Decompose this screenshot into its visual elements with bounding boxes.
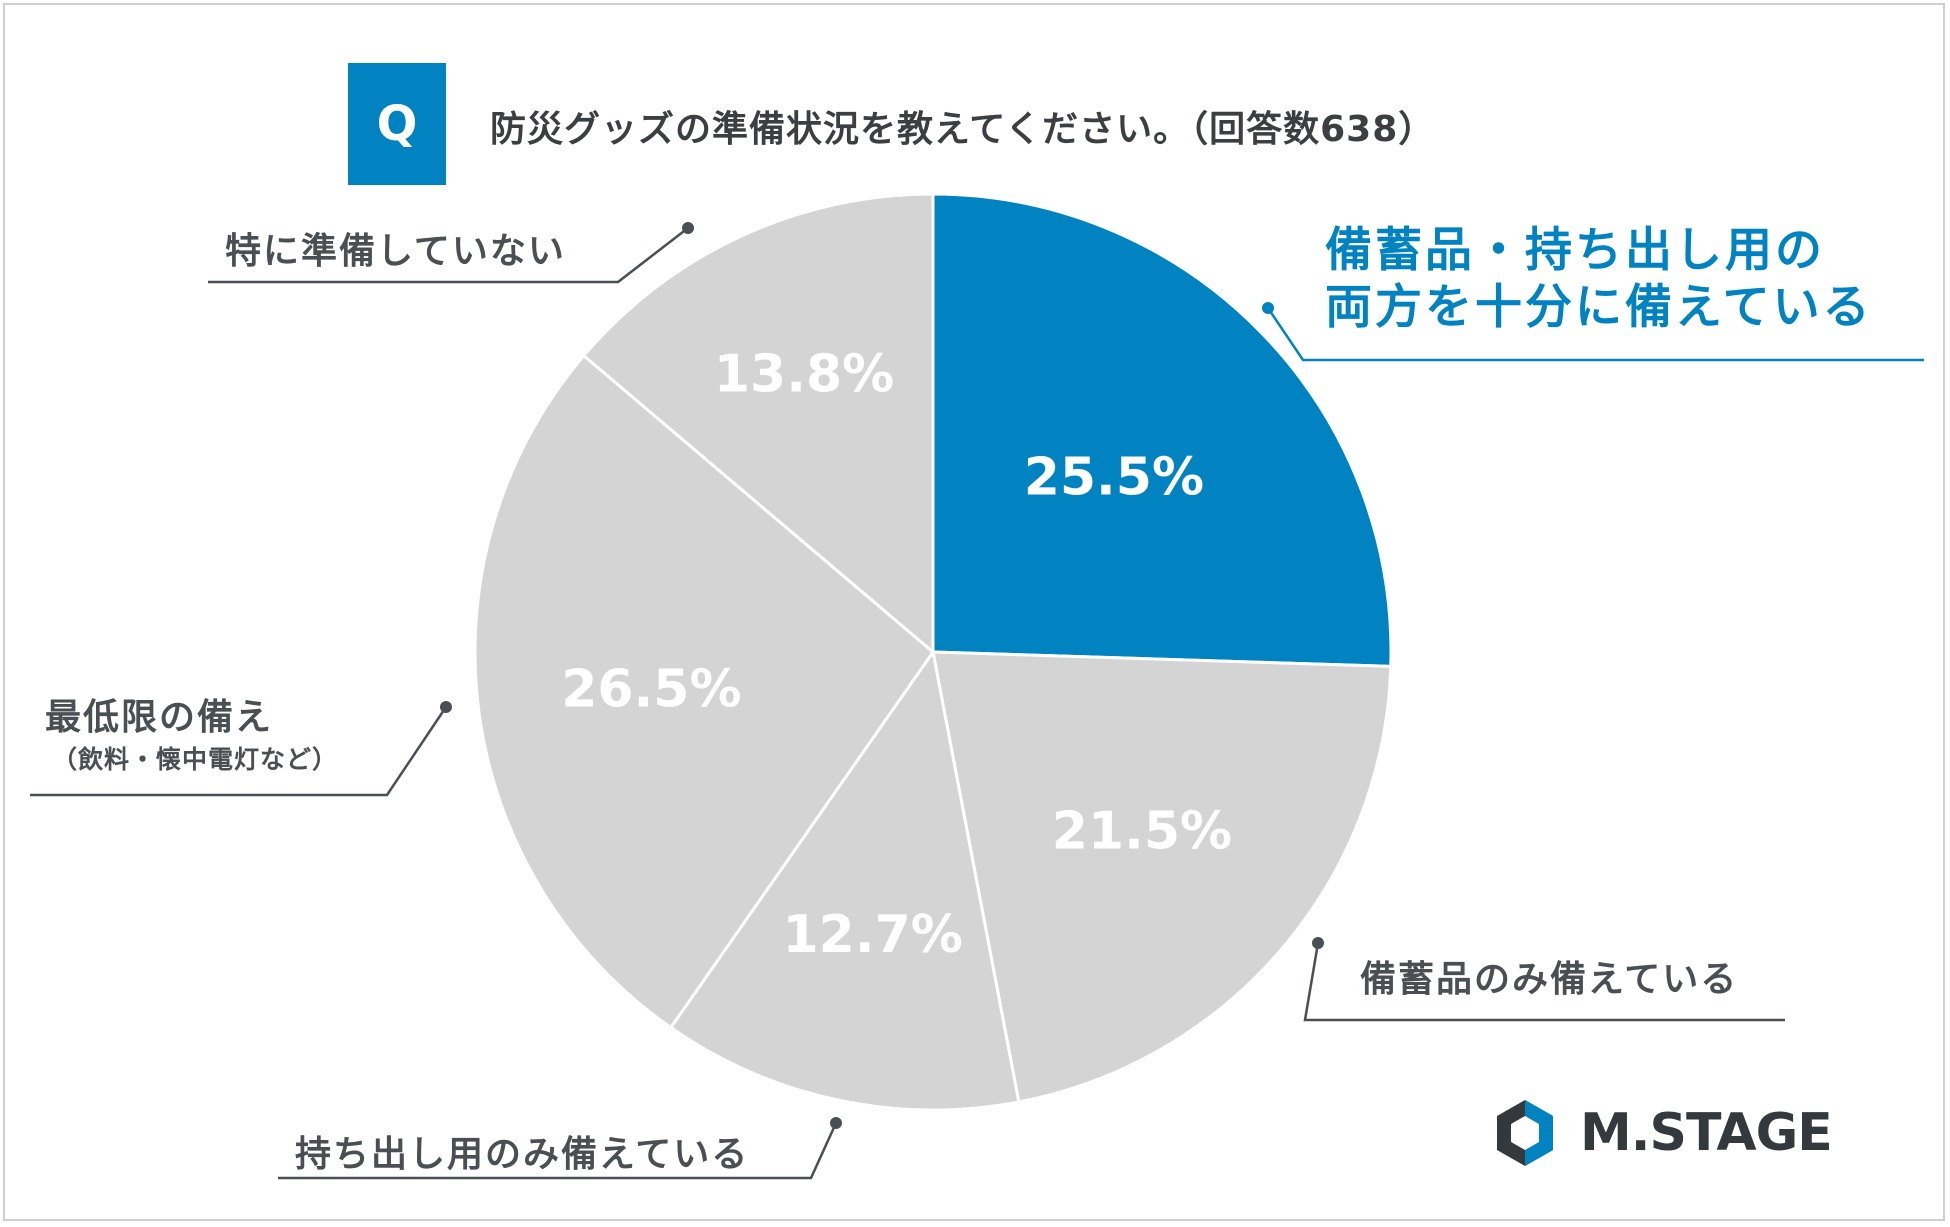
chart-frame	[3, 3, 1945, 1221]
slice-both-full	[931, 192, 1393, 668]
value-none: 13.8%	[714, 345, 894, 405]
label-minimum: 最低限の備え	[45, 697, 274, 738]
question-badge: Q	[348, 63, 446, 185]
label-both-full: 備蓄品・持ち出し用の 両方を十分に備えている	[1325, 223, 1873, 336]
mstage-logo-text: M.STAGE	[1580, 1103, 1833, 1163]
label-carry-only: 持ち出し用のみ備えている	[295, 1134, 750, 1175]
leader-line-stockpile-only	[1303, 942, 1785, 1022]
value-minimum: 26.5%	[561, 659, 741, 719]
leader-line-minimum	[30, 706, 448, 797]
leader-dot-stockpile-only	[1312, 937, 1324, 949]
label-stockpile-only: 備蓄品のみ備えている	[1360, 959, 1739, 1000]
mstage-logo: M.STAGE	[1490, 1098, 1833, 1168]
value-both-full: 25.5%	[1024, 448, 1204, 508]
slice-minimum	[473, 353, 936, 1030]
leader-line-both-full	[1266, 307, 1924, 362]
label-none: 特に準備していない	[225, 231, 566, 272]
label-minimum-note: （飲料・懐中電灯など）	[52, 745, 339, 774]
mstage-logo-icon	[1497, 1100, 1553, 1166]
leader-dot-both-full	[1262, 302, 1274, 314]
slice-carry-only	[668, 648, 1021, 1112]
leader-dot-carry-only	[830, 1117, 842, 1129]
slice-none	[581, 192, 935, 656]
leader-line-none	[208, 227, 689, 284]
leader-dot-none	[682, 222, 694, 234]
leader-dot-minimum	[440, 701, 452, 713]
question-title: 防災グッズの準備状況を教えてください。（回答数638）	[490, 109, 1436, 150]
value-stockpile-only: 21.5%	[1052, 801, 1232, 861]
value-carry-only: 12.7%	[783, 905, 963, 965]
leader-line-carry-only	[278, 1122, 838, 1180]
slice-stockpile-only	[931, 650, 1393, 1104]
